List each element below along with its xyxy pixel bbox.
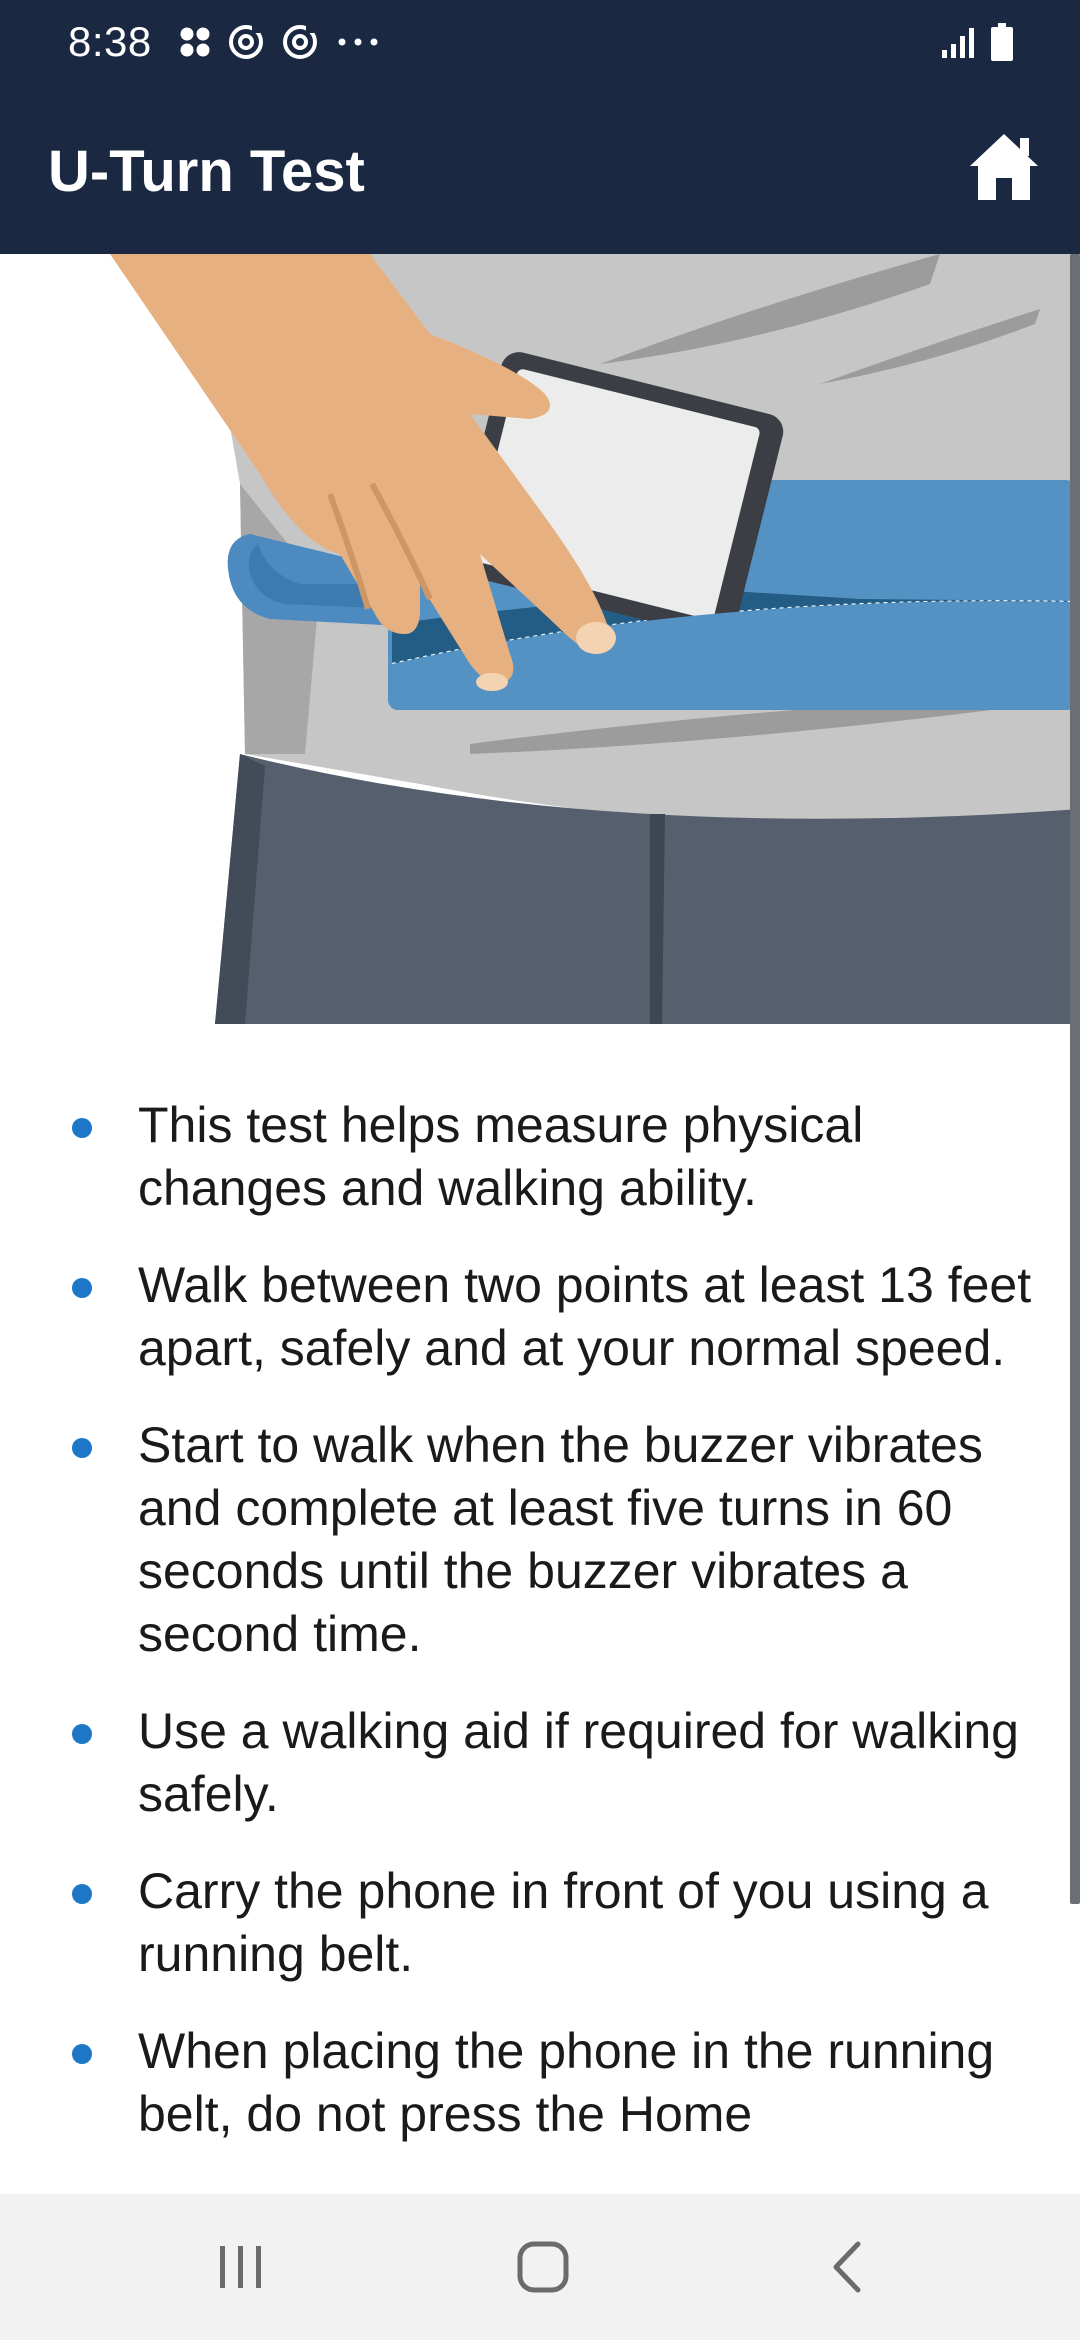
back-chevron-icon	[833, 2241, 861, 2293]
instruction-text: This test helps measure physical changes…	[138, 1097, 864, 1216]
instruction-text: Use a walking aid if required for walkin…	[138, 1703, 1019, 1822]
instruction-text: Walk between two points at least 13 feet…	[138, 1257, 1032, 1376]
bullet-dot	[72, 1118, 92, 1138]
more-dots-icon	[338, 38, 378, 46]
bullet-dot	[72, 1724, 92, 1744]
scrollbar[interactable]	[1070, 254, 1080, 1904]
signal-icon	[942, 28, 974, 58]
bullet-dot	[72, 1278, 92, 1298]
list-item: This test helps measure physical changes…	[0, 1094, 1080, 1220]
home-icon	[970, 134, 1038, 200]
nav-home-button[interactable]	[508, 2232, 578, 2302]
battery-icon	[991, 23, 1013, 61]
recents-icon	[220, 2246, 261, 2288]
instruction-text: Start to walk when the buzzer vibrates a…	[138, 1417, 983, 1662]
apps-grid-icon	[180, 27, 210, 57]
bullet-dot	[72, 1438, 92, 1458]
system-nav-bar	[0, 2194, 1080, 2340]
instruction-text: Carry the phone in front of you using a …	[138, 1863, 989, 1982]
instruction-list: This test helps measure physical changes…	[0, 1094, 1080, 2180]
status-bar: 8:38	[0, 0, 1080, 84]
instructions-screen[interactable]: This test helps measure physical changes…	[0, 254, 1080, 2194]
back-button[interactable]	[812, 2232, 882, 2302]
home-button[interactable]	[964, 128, 1044, 208]
recents-button[interactable]	[206, 2232, 276, 2302]
list-item: When placing the phone in the running be…	[0, 2020, 1080, 2146]
notification-icons	[178, 20, 382, 64]
list-item: Walk between two points at least 13 feet…	[0, 1254, 1080, 1380]
page-title: U-Turn Test	[48, 139, 365, 204]
list-item: Carry the phone in front of you using a …	[0, 1860, 1080, 1986]
sync-icon	[283, 25, 317, 59]
status-time: 8:38	[68, 18, 152, 65]
sync-icon	[229, 25, 263, 59]
bullet-dot	[72, 2044, 92, 2064]
instruction-text: When placing the phone in the running be…	[138, 2023, 995, 2142]
list-item: Use a walking aid if required for walkin…	[0, 1700, 1080, 1826]
list-item: Start to walk when the buzzer vibrates a…	[0, 1414, 1080, 1666]
running-belt-illustration	[110, 254, 1080, 1024]
system-icons	[940, 20, 1014, 64]
app-bar: U-Turn Test	[0, 84, 1080, 254]
bullet-dot	[72, 1884, 92, 1904]
home-circle-icon	[517, 2241, 569, 2293]
